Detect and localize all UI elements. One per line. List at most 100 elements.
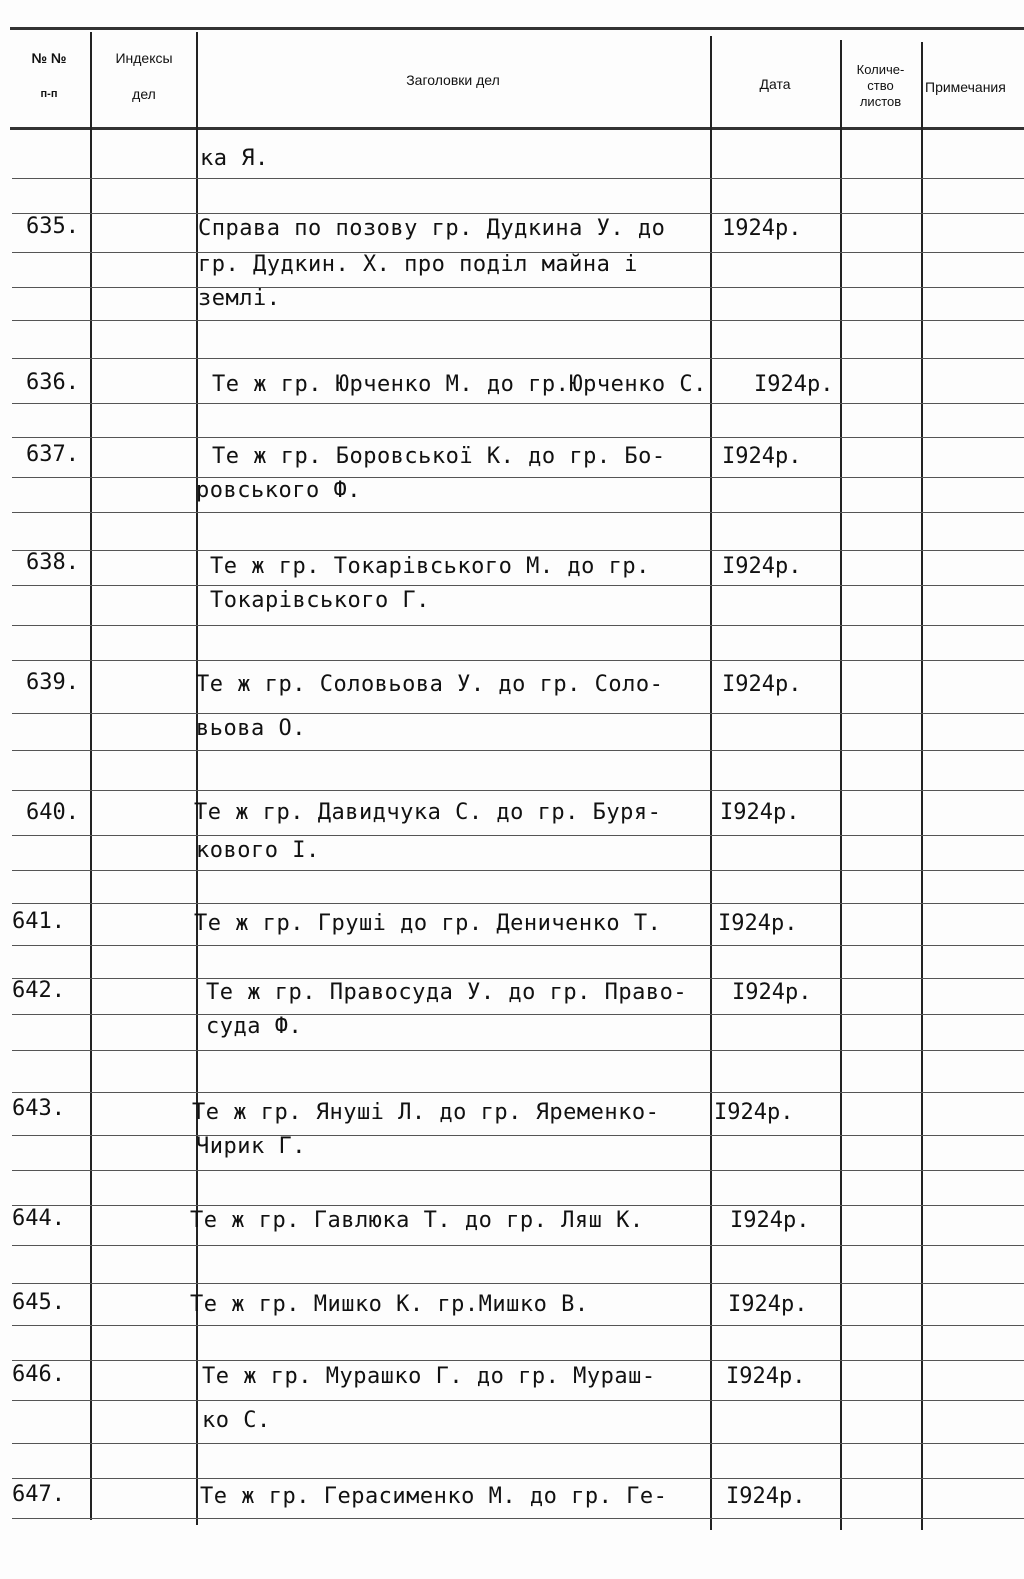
case-title-line: Те ж гр. Мишко К. гр.Мишко В. (190, 1292, 589, 1317)
ruled-line (12, 978, 1024, 979)
case-date: I924р. (726, 1364, 806, 1389)
ruled-line (12, 477, 1024, 478)
ruled-line (12, 213, 1024, 214)
header-index: Индексы (115, 50, 173, 66)
case-title-line: кового І. (196, 838, 320, 863)
case-date: I924р. (732, 980, 812, 1005)
case-date: I924р. (718, 911, 798, 936)
case-title-line: Те ж гр. Юрченко М. до гр.Юрченко С. (212, 372, 707, 397)
header-count: Количе- ство листов (856, 62, 905, 109)
header-rule (10, 127, 1024, 130)
case-title-line: вьова О. (196, 716, 306, 741)
ruled-line (12, 585, 1024, 586)
ruled-line (12, 403, 1024, 404)
ruled-line (12, 625, 1024, 626)
ruled-line (12, 550, 1024, 551)
header-notes: Примечания (925, 79, 1006, 95)
row-number: 642. (12, 978, 65, 1003)
row-number: 643. (12, 1096, 65, 1121)
case-title-line: Те ж гр. Правосуда У. до гр. Право- (206, 980, 688, 1005)
header-title: Заголовки дел (406, 72, 500, 88)
row-number: 636. (26, 370, 79, 395)
column-rule (840, 40, 842, 1530)
ruled-line (12, 713, 1024, 714)
row-number: 635. (26, 214, 79, 239)
case-date: 1924р. (722, 216, 802, 241)
ruled-line (12, 870, 1024, 871)
ruled-line (12, 1205, 1024, 1206)
column-rule (196, 32, 198, 1525)
ruled-line (12, 1245, 1024, 1246)
row-number: 638. (26, 550, 79, 575)
top-rule (10, 27, 1024, 30)
row-number: 639. (26, 670, 79, 695)
ruled-line (12, 660, 1024, 661)
case-title-line: гр. Дудкин. Х. про поділ майна і (198, 252, 638, 277)
header-date: Дата (759, 76, 791, 92)
case-title-line: Те ж гр. Соловьова У. до гр. Соло- (196, 672, 664, 697)
case-title-line: Те ж гр. Гавлюка Т. до гр. Ляш К. (190, 1208, 644, 1233)
case-title-line: Те ж гр. Груші до гр. Дениченко Т. (194, 911, 662, 936)
ruled-line (12, 358, 1024, 359)
row-number: 647. (12, 1482, 65, 1507)
case-date: I924р. (730, 1208, 810, 1233)
ruled-line (12, 1283, 1024, 1284)
case-date: I924р. (726, 1484, 806, 1509)
column-rule (710, 36, 712, 1530)
case-date: I924р. (722, 672, 802, 697)
column-rule (90, 32, 92, 1520)
case-date: I924р. (714, 1100, 794, 1125)
ruled-line (12, 1325, 1024, 1326)
case-title-line: Справа по позову гр. Дудкина У. до (198, 216, 666, 241)
case-date: I924р. (722, 554, 802, 579)
column-rule (921, 42, 923, 1530)
case-date: I924р. (754, 372, 834, 397)
ruled-line (12, 1050, 1024, 1051)
ruled-line (12, 178, 1024, 179)
ruled-line (12, 1360, 1024, 1361)
ruled-line (12, 1400, 1024, 1401)
case-title-line: Те ж гр. Мурашко Г. до гр. Мураш- (202, 1364, 656, 1389)
ruled-line (12, 512, 1024, 513)
ruled-line (12, 287, 1024, 288)
case-title-line: Чирик Г. (196, 1134, 306, 1159)
ruled-line (12, 437, 1024, 438)
ruled-line (12, 1478, 1024, 1479)
row-number: 637. (26, 442, 79, 467)
ruled-line (12, 1518, 1024, 1519)
ruled-line (12, 790, 1024, 791)
case-title-line: Те ж гр. Давидчука С. до гр. Буря- (194, 800, 662, 825)
row-number: 646. (12, 1362, 65, 1387)
row-number: 641. (12, 909, 65, 934)
ruled-line (12, 903, 1024, 904)
case-date: I924р. (722, 444, 802, 469)
header-num: № № (31, 50, 67, 66)
ruled-line (12, 1170, 1024, 1171)
ruled-line (12, 835, 1024, 836)
case-title-line: Те ж гр. Токарівського М. до гр. (210, 554, 650, 579)
case-title-line: ровського Ф. (196, 478, 361, 503)
case-title-line: Те ж гр. Януші Л. до гр. Яременко- (192, 1100, 660, 1125)
ruled-line (12, 252, 1024, 253)
case-title-line: землі. (198, 286, 281, 311)
case-title-line: Токарівського Г. (210, 588, 430, 613)
row-number: 640. (26, 800, 79, 825)
row-number: 644. (12, 1206, 65, 1231)
case-date: I924р. (728, 1292, 808, 1317)
case-title-line: ка Я. (200, 146, 269, 171)
row-number: 645. (12, 1290, 65, 1315)
case-title-line: ко С. (202, 1408, 271, 1433)
ruled-line (12, 320, 1024, 321)
ruled-line (12, 1014, 1024, 1015)
ruled-line (12, 1092, 1024, 1093)
ruled-line (12, 1135, 1024, 1136)
header-num-sub: п-п (40, 88, 58, 100)
case-date: I924р. (720, 800, 800, 825)
ruled-line (12, 945, 1024, 946)
header-index-sub: дел (132, 86, 156, 102)
ruled-line (12, 750, 1024, 751)
case-title-line: Те ж гр. Боровської К. до гр. Бо- (212, 444, 666, 469)
case-title-line: Те ж гр. Герасименко М. до гр. Ге- (200, 1484, 668, 1509)
ruled-line (12, 1443, 1024, 1444)
